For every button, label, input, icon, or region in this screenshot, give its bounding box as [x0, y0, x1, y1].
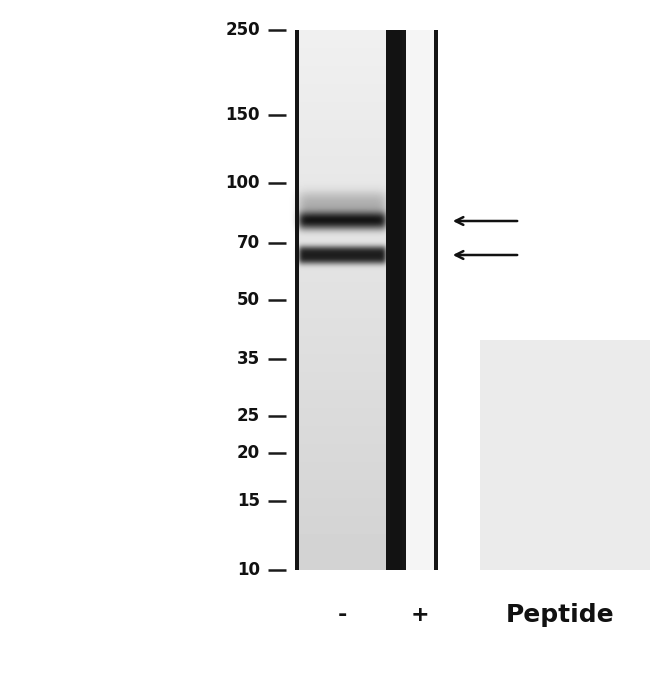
Text: 35: 35 — [237, 350, 260, 368]
Text: 50: 50 — [237, 291, 260, 309]
Text: 70: 70 — [237, 234, 260, 252]
Text: Peptide: Peptide — [506, 603, 614, 627]
Text: +: + — [411, 605, 429, 625]
Text: 25: 25 — [237, 407, 260, 425]
Text: -: - — [337, 605, 346, 625]
Text: 100: 100 — [226, 174, 260, 192]
Text: 20: 20 — [237, 444, 260, 462]
Text: 150: 150 — [226, 106, 260, 124]
Text: 15: 15 — [237, 492, 260, 510]
Text: 250: 250 — [226, 21, 260, 39]
Text: 10: 10 — [237, 561, 260, 579]
